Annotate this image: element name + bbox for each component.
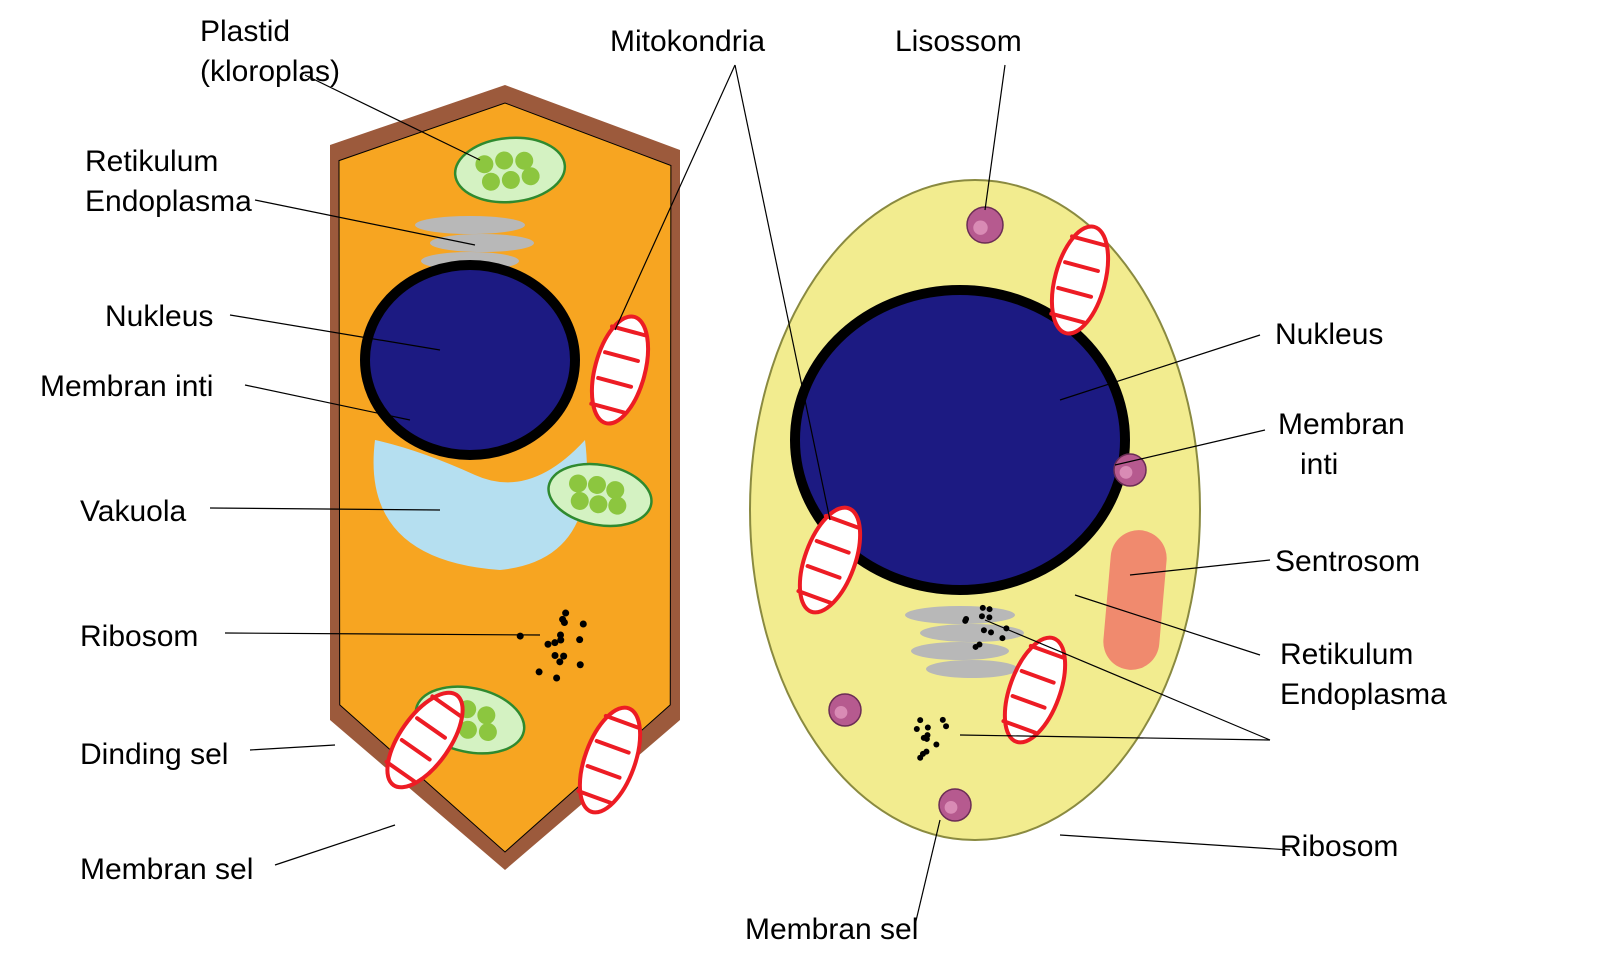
nucleus-plant	[365, 265, 575, 455]
label-ribosom-left: Ribosom	[80, 620, 198, 654]
label-endoplasma-right: Endoplasma	[1280, 678, 1447, 712]
label-retikulum-left: Retikulum	[85, 145, 218, 179]
label-endoplasma-left: Endoplasma	[85, 185, 252, 219]
label-nukleus-left: Nukleus	[105, 300, 213, 334]
label-plastid: Plastid	[200, 15, 290, 49]
plant-cell	[330, 85, 680, 870]
cell-diagram	[0, 0, 1600, 955]
label-nukleus-right: Nukleus	[1275, 318, 1383, 352]
label-membran-right: Membran	[1278, 408, 1405, 442]
label-dinding-sel: Dinding sel	[80, 738, 228, 772]
label-ribosom-right: Ribosom	[1280, 830, 1398, 864]
label-sentrosom: Sentrosom	[1275, 545, 1420, 579]
animal-cell	[750, 180, 1200, 840]
label-inti-right: inti	[1300, 448, 1338, 482]
label-mitokondria: Mitokondria	[610, 25, 765, 59]
label-membran-sel-bottom: Membran sel	[745, 913, 918, 947]
label-kloroplas: (kloroplas)	[200, 55, 340, 89]
label-membran-sel-left: Membran sel	[80, 853, 253, 887]
label-retikulum-right: Retikulum	[1280, 638, 1413, 672]
label-membran-inti-left: Membran inti	[40, 370, 213, 404]
label-lisossom: Lisossom	[895, 25, 1022, 59]
label-vakuola: Vakuola	[80, 495, 186, 529]
